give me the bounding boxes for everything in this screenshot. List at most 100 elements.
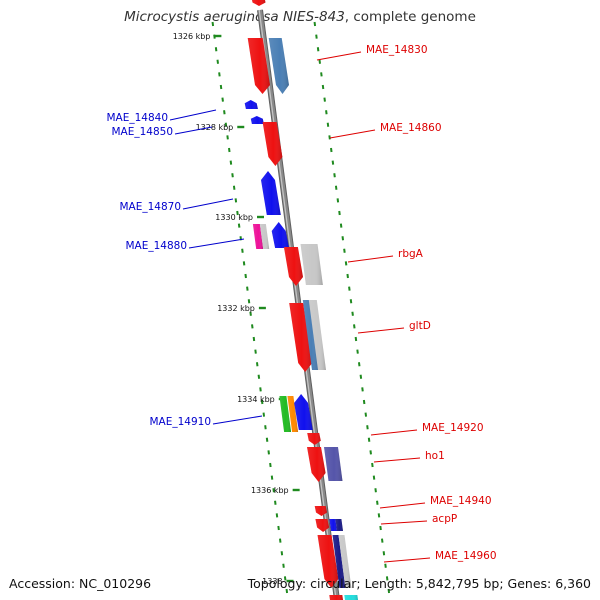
minor-tick <box>357 362 361 367</box>
map-title: Microcystis aeruginosa NIES-843, complet… <box>0 9 600 25</box>
minor-tick <box>331 160 335 165</box>
gene-feature-shading <box>268 38 289 94</box>
label-leader-line <box>370 429 418 436</box>
gene-feature-shading <box>300 244 323 285</box>
minor-tick <box>336 198 340 203</box>
minor-tick <box>333 173 336 178</box>
gene-label: MAE_14870 <box>119 201 181 213</box>
minor-tick <box>323 97 326 102</box>
gene-feature-shading <box>283 247 303 286</box>
minor-tick <box>278 538 282 543</box>
minor-tick <box>272 488 275 493</box>
gene-feature-shading <box>294 394 313 430</box>
gene-feature-shading <box>289 303 313 372</box>
minor-tick <box>241 248 244 253</box>
gene-label: MAE_14920 <box>422 422 484 434</box>
minor-tick <box>219 84 223 90</box>
minor-tick <box>348 286 351 291</box>
coordinate-ticks: 1326 kbp 1328 kbp 1330 kbp 1332 kbp 1334 kbp… <box>173 32 300 586</box>
minor-tick <box>351 311 354 316</box>
minor-tick <box>353 324 356 329</box>
minor-tick <box>231 173 234 178</box>
label-leader-line <box>380 520 428 525</box>
label-leader-line <box>357 327 405 334</box>
gene-feature-shading <box>308 300 326 370</box>
minor-tick <box>264 425 267 430</box>
species-name: Microcystis aeruginosa NIES-843 <box>124 9 345 25</box>
minor-tick <box>229 160 233 165</box>
minor-tick <box>339 223 343 228</box>
minor-tick <box>318 59 321 64</box>
genome-summary-text: Topology: circular; Length: 5,842,795 bp… <box>247 576 591 591</box>
minor-tick <box>354 336 358 342</box>
label-leader-line <box>373 457 421 463</box>
gene-feature-shading <box>317 535 339 588</box>
minor-tick <box>221 97 224 102</box>
gene-feature-shading <box>252 224 264 249</box>
minor-tick <box>247 299 251 304</box>
gene-feature-shading <box>247 38 270 94</box>
minor-tick <box>379 525 382 531</box>
label-leader-line <box>182 198 234 210</box>
minor-tick <box>260 399 264 405</box>
minor-tick <box>384 563 387 568</box>
gene-label: MAE_14840 <box>106 112 168 124</box>
gene-labels: MAE_14830 MAE_14840 MAE_14850 MAE_14860 MAE_… <box>106 44 496 562</box>
gene-feature-shading <box>307 447 326 482</box>
label-leader-line <box>169 109 217 121</box>
minor-tick <box>338 210 341 216</box>
gene-feature-shading <box>251 0 266 6</box>
minor-tick <box>356 349 359 354</box>
minor-tick <box>262 412 266 417</box>
gene-label: MAE_14960 <box>435 550 497 562</box>
gene-feature-shading <box>244 100 258 109</box>
minor-tick <box>326 122 330 127</box>
minor-tick <box>361 387 364 392</box>
gene-feature-shading <box>261 171 281 215</box>
minor-tick <box>328 135 331 140</box>
label-leader-line <box>174 126 213 135</box>
coordinate-tick-label: 1332 kbp <box>217 304 255 313</box>
minor-tick <box>226 135 229 140</box>
gene-label: MAE_14860 <box>380 122 442 134</box>
minor-tick <box>249 311 252 316</box>
gene-label: MAE_14940 <box>430 495 492 507</box>
minor-tick <box>372 475 376 480</box>
minor-tick <box>377 513 381 518</box>
minor-tick <box>385 576 389 581</box>
minor-tick <box>277 525 280 531</box>
minor-tick <box>224 122 228 127</box>
gene-feature-shading <box>315 519 330 532</box>
gene-feature-shading <box>314 506 327 516</box>
minor-tick <box>265 437 269 442</box>
gene-label: ho1 <box>425 450 445 462</box>
minor-tick <box>366 425 369 430</box>
minor-tick <box>257 374 261 379</box>
gene-feature-shading <box>335 519 343 531</box>
minor-tick <box>282 563 285 568</box>
gene-feature-shading <box>329 519 337 531</box>
label-leader-line <box>383 557 431 563</box>
coordinate-tick-label: 1336 kbp <box>251 486 289 495</box>
minor-tick <box>234 198 238 203</box>
minor-tick <box>232 185 236 190</box>
minor-tick <box>346 273 349 279</box>
minor-tick <box>320 72 323 77</box>
minor-tick <box>269 462 272 468</box>
gene-feature-shading <box>302 300 319 370</box>
minor-tick-marks <box>211 21 391 594</box>
gene-feature-shading <box>271 222 290 248</box>
minor-tick <box>275 513 279 518</box>
coordinate-tick-label: 1328 kbp <box>196 123 234 132</box>
gene-label: gltD <box>409 320 431 332</box>
gene-feature-shading <box>307 433 321 445</box>
minor-tick <box>362 399 366 405</box>
minor-tick <box>313 21 317 27</box>
gene-feature-shading <box>324 447 343 481</box>
label-leader-line <box>379 502 426 509</box>
gene-feature-shading <box>250 116 264 124</box>
gene-feature-shading <box>329 595 343 600</box>
minor-tick <box>242 261 246 266</box>
coordinate-tick-label: 1338 <box>262 577 282 586</box>
